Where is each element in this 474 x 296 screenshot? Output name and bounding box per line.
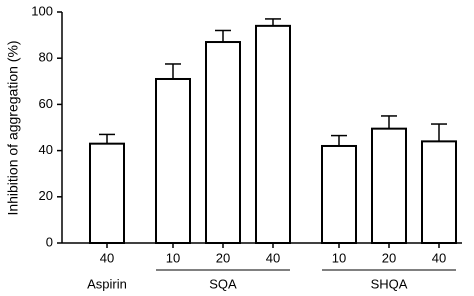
bar <box>255 24 291 244</box>
x-tick-label: 40 <box>266 250 280 265</box>
bar <box>421 140 457 244</box>
x-tick-label: 10 <box>332 250 346 265</box>
x-tick-label: 40 <box>100 250 114 265</box>
bar <box>205 41 241 244</box>
y-tick-label: 80 <box>39 50 53 65</box>
group-label: SQA <box>209 276 237 291</box>
y-tick-label: 20 <box>39 188 53 203</box>
y-axis-label: Inhibition of aggregation (%) <box>5 40 21 215</box>
x-tick-label: 20 <box>216 250 230 265</box>
x-tick-label: 20 <box>382 250 396 265</box>
y-tick-label: 40 <box>39 142 53 157</box>
group-label: Aspirin <box>87 276 127 291</box>
bar <box>371 127 407 244</box>
x-tick-label: 10 <box>166 250 180 265</box>
bar <box>321 144 357 244</box>
y-tick-label: 0 <box>46 234 53 249</box>
y-tick-label: 100 <box>31 3 53 18</box>
bar <box>155 77 191 244</box>
y-tick-label: 60 <box>39 96 53 111</box>
bar <box>89 142 125 244</box>
group-label: SHQA <box>371 276 408 291</box>
x-tick-label: 40 <box>432 250 446 265</box>
